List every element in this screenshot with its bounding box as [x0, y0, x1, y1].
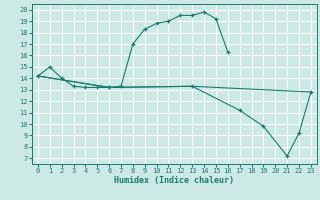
X-axis label: Humidex (Indice chaleur): Humidex (Indice chaleur) [115, 176, 234, 185]
